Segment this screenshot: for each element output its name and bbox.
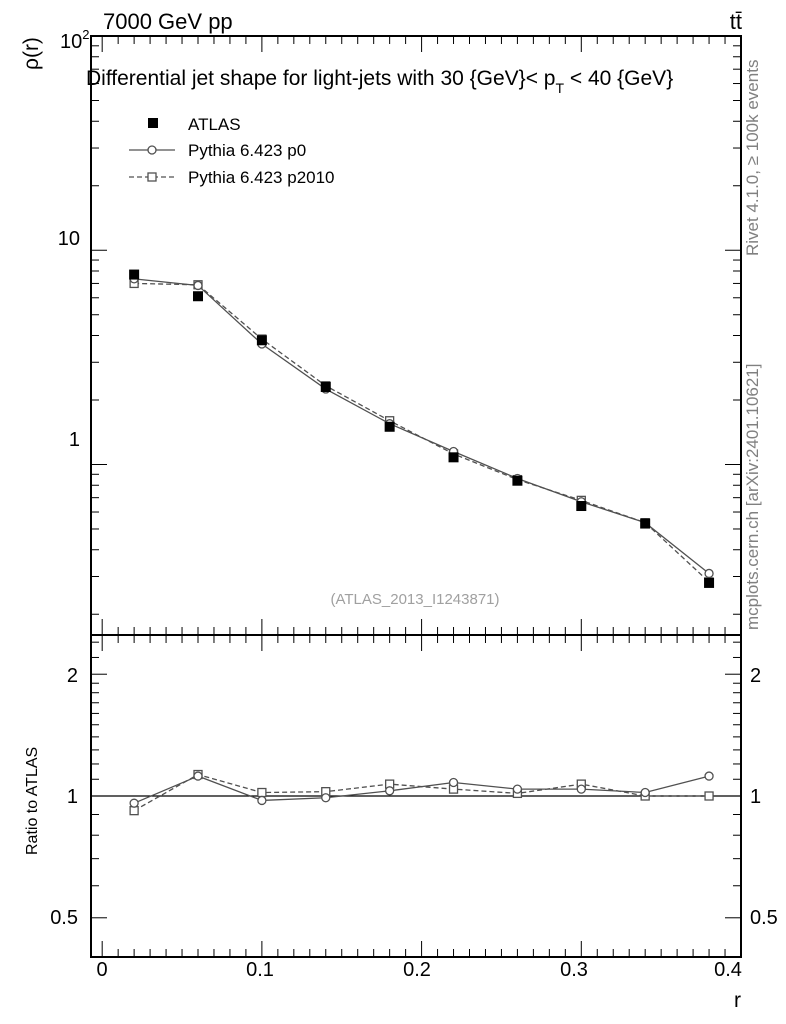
x-tick-label-0.3: 0.3	[560, 959, 588, 981]
main-data-layer	[129, 269, 715, 588]
ratio-pythia-p0-point	[640, 787, 650, 798]
pythia-p2010-line	[134, 282, 710, 583]
ratio-tick-label-2-right: 2	[750, 665, 761, 687]
analysis-id: (ATLAS_2013_I1243871)	[330, 591, 499, 608]
atlas-point	[320, 381, 331, 392]
y-tick-label-100: 102	[60, 27, 89, 53]
ratio-pythia-p0-point	[193, 771, 203, 781]
chart-title: Differential jet shape for light-jets wi…	[86, 67, 673, 96]
x-tick-label-0: 0	[96, 959, 107, 981]
ratio-pythia-p2010-line	[133, 773, 710, 812]
ratio-pythia-p0-point	[129, 798, 139, 808]
ratio-pythia-p0-point	[384, 786, 395, 796]
y-tick-label-10: 10	[58, 228, 80, 250]
x-tick-label-0.2: 0.2	[403, 959, 431, 981]
mcplots-label: mcplots.cern.ch [arXiv:2401.10621]	[743, 363, 762, 630]
legend-p0-label: Pythia 6.423 p0	[188, 141, 306, 160]
ratio-y-axis-label: Ratio to ATLAS	[24, 747, 41, 855]
ratio-pythia-p0-point	[704, 771, 714, 781]
pythia-p0-point	[193, 280, 203, 291]
ratio-pythia-p0-point	[321, 793, 331, 803]
atlas-point	[384, 421, 395, 432]
atlas-point	[576, 501, 587, 512]
pythia-p0-line	[134, 278, 710, 574]
main-y-axis-ticks	[91, 35, 741, 615]
x-axis-label: r	[734, 989, 741, 1012]
ratio-pythia-p2010-point	[704, 791, 714, 801]
ratio-pythia-p0-line	[133, 775, 710, 804]
x-tick-label-0.4: 0.4	[714, 959, 742, 981]
pythia-p0-point	[704, 568, 714, 579]
ratio-tick-label-1-left: 1	[67, 786, 78, 808]
ratio-tick-label-0.5-left: 0.5	[50, 907, 78, 929]
ratio-pythia-p0-point	[576, 784, 586, 794]
ratio-pythia-p0-point	[448, 777, 459, 788]
x-axis-ticks	[101, 36, 742, 957]
legend: ATLAS Pythia 6.423 p0 Pythia 6.423 p2010	[129, 115, 335, 187]
x-tick-label-0.1: 0.1	[246, 959, 274, 981]
atlas-point	[129, 269, 140, 280]
legend-p0-marker	[147, 145, 157, 155]
ratio-pythia-p0-point	[257, 795, 267, 806]
y-axis-label: ρ(r)	[20, 37, 43, 70]
ratio-tick-label-0.5-right: 0.5	[750, 907, 778, 929]
y-tick-label-1: 1	[69, 429, 80, 451]
ratio-tick-label-1-right: 1	[750, 786, 761, 808]
atlas-point	[256, 335, 267, 346]
atlas-point	[448, 452, 459, 463]
atlas-point	[640, 518, 651, 529]
legend-p2010-label: Pythia 6.423 p2010	[188, 168, 335, 187]
rivet-version-label: Rivet 4.1.0, ≥ 100k events	[743, 59, 762, 256]
atlas-point	[512, 475, 523, 486]
ratio-pythia-p0-point	[512, 784, 523, 794]
legend-atlas-marker	[148, 118, 158, 128]
legend-atlas-label: ATLAS	[188, 115, 241, 134]
atlas-point	[193, 291, 204, 302]
atlas-point	[704, 577, 715, 588]
ratio-data-layer	[91, 769, 741, 816]
ratio-pythia-p2010-point	[129, 806, 139, 816]
collision-label: 7000 GeV pp	[103, 9, 233, 34]
ratio-tick-label-2-left: 2	[67, 665, 78, 687]
ratio-pythia-p2010-point	[257, 787, 267, 798]
process-label: tt̄	[730, 9, 742, 34]
legend-p2010-marker	[147, 172, 157, 182]
